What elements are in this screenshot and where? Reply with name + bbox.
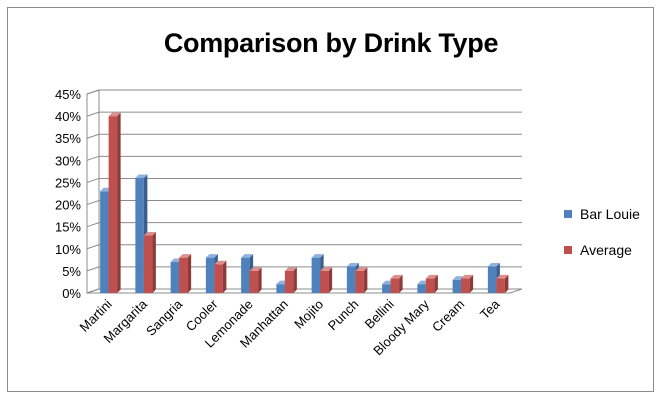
gridline xyxy=(86,288,522,294)
bar-average xyxy=(320,270,329,293)
bar-side xyxy=(152,232,156,293)
legend-item-average: Average xyxy=(564,241,640,259)
bar-average xyxy=(425,278,435,293)
y-tick-label: 15% xyxy=(55,220,81,235)
bar-average xyxy=(355,270,364,293)
bar-side xyxy=(504,274,509,293)
bar-bar-louie xyxy=(382,284,391,293)
bar-side xyxy=(293,267,297,293)
bar-average xyxy=(108,116,118,293)
bar-side xyxy=(187,254,192,293)
bar-top xyxy=(284,267,297,271)
gridline xyxy=(86,133,522,139)
bar-side xyxy=(328,267,333,293)
y-tick-label: 10% xyxy=(55,242,81,257)
legend-swatch xyxy=(564,246,572,254)
bar-top xyxy=(346,262,359,267)
legend-label: Average xyxy=(580,242,632,258)
bar-bar-louie xyxy=(205,257,215,293)
bar-bar-louie xyxy=(241,257,250,293)
bar-side xyxy=(469,274,474,293)
x-tick-label: Sangria xyxy=(143,296,186,339)
bar-side xyxy=(222,260,227,293)
gridline xyxy=(86,200,522,206)
bar-top xyxy=(390,274,403,279)
bar-side xyxy=(363,267,368,293)
bar-average xyxy=(249,270,259,293)
bar-bar-louie xyxy=(135,178,144,293)
legend-label: Bar Louie xyxy=(580,206,640,222)
bar-bar-louie xyxy=(417,284,426,293)
bar-top xyxy=(214,260,227,265)
bar-average xyxy=(461,278,470,293)
gridline xyxy=(86,155,522,161)
bar-bar-louie xyxy=(311,257,321,293)
gridline xyxy=(86,244,522,250)
y-tick-label: 25% xyxy=(55,175,81,190)
side-wall xyxy=(86,89,100,294)
bar-bar-louie xyxy=(487,266,497,293)
bar-top xyxy=(311,254,324,258)
bar-top xyxy=(241,254,254,258)
gridline xyxy=(86,89,522,95)
gridline xyxy=(86,266,522,272)
bar-side xyxy=(399,274,403,293)
y-tick-label: 20% xyxy=(55,198,81,213)
bar-average xyxy=(214,264,223,293)
bar-top xyxy=(135,174,148,179)
bar-top xyxy=(205,254,218,258)
bar-side xyxy=(434,274,438,293)
y-tick-label: 45% xyxy=(55,87,81,102)
bar-bar-louie xyxy=(100,191,109,293)
gridline xyxy=(86,111,522,117)
y-tick-label: 30% xyxy=(55,153,81,168)
bar-top xyxy=(320,267,333,271)
gridline xyxy=(86,222,522,228)
bar-bar-louie xyxy=(452,279,462,293)
bar-top xyxy=(355,267,368,271)
bar-side xyxy=(258,267,262,293)
chart-title: Comparison by Drink Type xyxy=(163,28,499,58)
bar-top xyxy=(179,254,192,258)
chart-legend: Bar Louie Average xyxy=(564,205,640,277)
bar-average xyxy=(496,278,505,293)
bar-top xyxy=(425,274,438,279)
legend-item-bar-louie: Bar Louie xyxy=(564,205,640,223)
bar-side xyxy=(117,112,121,293)
y-tick-label: 0% xyxy=(62,286,81,301)
bar-bar-louie xyxy=(170,262,180,293)
legend-swatch xyxy=(564,210,572,218)
y-tick-label: 40% xyxy=(55,109,81,124)
bar-top xyxy=(143,232,156,236)
bar-top xyxy=(108,112,121,117)
bar-top xyxy=(487,262,500,267)
bar-average xyxy=(390,278,400,293)
x-tick-label: Cream xyxy=(429,297,467,335)
bar-bar-louie xyxy=(346,266,356,293)
y-tick-label: 35% xyxy=(55,131,81,146)
x-tick-label: Mojito xyxy=(291,297,326,332)
bar-top xyxy=(461,274,474,279)
x-tick-label: Tea xyxy=(477,296,503,322)
bar-average xyxy=(143,235,153,293)
bar-top xyxy=(496,274,509,279)
bar-bar-louie xyxy=(276,284,285,293)
gridline xyxy=(86,177,522,183)
bar-average xyxy=(284,270,294,293)
bar-top xyxy=(249,267,262,271)
bar-average xyxy=(179,257,188,293)
y-tick-label: 5% xyxy=(62,264,81,279)
x-tick-label: Punch xyxy=(325,297,362,334)
